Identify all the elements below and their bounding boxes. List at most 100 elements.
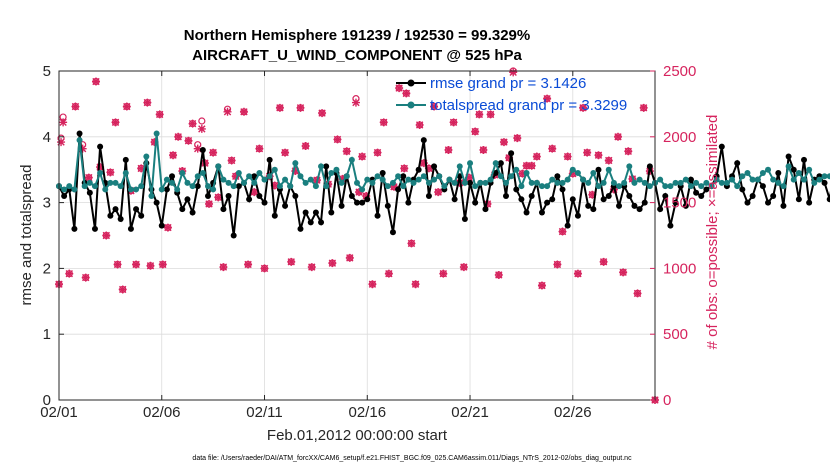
obs-assimilated-marker <box>513 134 522 143</box>
totalspread-point <box>338 179 345 186</box>
totalspread-point <box>456 163 463 170</box>
rmse-point <box>389 229 396 236</box>
totalspread-point <box>395 173 402 180</box>
rmse-point <box>292 193 299 200</box>
rmse-point <box>744 199 751 206</box>
totalspread-point <box>297 173 304 180</box>
rmse-point <box>759 183 766 190</box>
obs-assimilated-marker <box>184 136 193 145</box>
totalspread-point <box>287 183 294 190</box>
x-tick-label: 02/01 <box>40 404 78 421</box>
rmse-point <box>456 173 463 180</box>
y2-axis-ticks: 0 500 1000 1500 2000 2500 <box>650 63 696 409</box>
totalspread-point <box>723 179 730 186</box>
totalspread-point <box>86 179 93 186</box>
obs-assimilated-marker <box>471 127 480 136</box>
obs-assimilated-marker <box>518 169 527 178</box>
obs-assimilated-marker <box>113 260 122 269</box>
rmse-point <box>826 196 830 203</box>
rmse-point <box>420 137 427 144</box>
obs-assimilated-marker <box>239 107 248 116</box>
rmse-point <box>467 179 474 186</box>
obs-assimilated-marker <box>395 84 404 93</box>
obs-assimilated-marker <box>345 253 354 262</box>
totalspread-point <box>682 176 689 183</box>
obs-assimilated-marker <box>287 257 296 266</box>
rmse-point <box>153 199 160 206</box>
obs-assimilated-marker <box>291 167 300 176</box>
rmse-point <box>503 193 509 200</box>
totalspread-point <box>215 163 222 170</box>
obs-assimilated-marker <box>193 144 202 153</box>
rmse-point <box>806 199 813 206</box>
totalspread-point <box>143 153 150 160</box>
totalspread-point <box>384 183 391 190</box>
totalspread-point <box>523 169 530 176</box>
obs-assimilated-marker <box>227 156 236 165</box>
x-tick-label: 02/21 <box>451 404 489 421</box>
totalspread-point <box>538 183 545 190</box>
totalspread-point <box>605 166 612 173</box>
totalspread-legend-marker <box>407 101 415 109</box>
rmse-point <box>508 150 515 157</box>
rmse-point <box>775 169 782 176</box>
totalspread-point <box>662 183 669 190</box>
totalspread-point <box>225 179 232 186</box>
rmse-point <box>472 199 479 206</box>
rmse-point <box>528 193 535 200</box>
totalspread-point <box>71 186 78 193</box>
totalspread-point <box>133 186 140 193</box>
x-tick-label: 02/06 <box>143 404 181 421</box>
obs-assimilated-marker <box>434 188 443 197</box>
rmse-point <box>348 193 355 200</box>
totalspread-point <box>153 130 160 137</box>
y2-tick-label: 2500 <box>663 63 696 80</box>
totalspread-point <box>806 166 813 173</box>
totalspread-point <box>518 183 525 190</box>
rmse-point <box>76 130 83 137</box>
y-tick-label: 2 <box>43 260 51 277</box>
obs-assimilated-marker <box>494 270 503 279</box>
rmse-point <box>256 193 263 200</box>
totalspread-point <box>621 179 628 186</box>
obs-assimilated-marker <box>459 263 468 272</box>
obs-assimilated-marker <box>333 135 342 144</box>
rmse-point <box>497 160 504 167</box>
rmse-point <box>538 209 545 216</box>
obs-assimilated-marker <box>384 269 393 278</box>
totalspread-point <box>169 179 176 186</box>
rmse-point <box>158 222 165 229</box>
rmse-point <box>230 232 237 239</box>
rmse-point <box>246 196 253 203</box>
rmse-point <box>734 160 741 167</box>
totalspread-point <box>359 186 366 193</box>
totalspread-point <box>708 183 715 190</box>
totalspread-point <box>189 183 196 190</box>
totalspread-point <box>364 176 371 183</box>
totalspread-point <box>631 179 638 186</box>
rmse-point <box>636 206 643 213</box>
plot-frame <box>58 70 656 401</box>
totalspread-point <box>687 183 694 190</box>
obs-assimilated-marker <box>579 103 588 112</box>
obs-assimilated-marker <box>486 110 495 119</box>
totalspread-point <box>158 186 165 193</box>
totalspread-point <box>400 183 407 190</box>
obs-assimilated-marker <box>373 148 382 157</box>
totalspread-point <box>246 173 253 180</box>
obs-assimilated-marker <box>499 138 508 147</box>
totalspread-legend-label: totalspread grand pr = 3.3299 <box>430 97 627 114</box>
obs-assimilated-marker <box>614 132 623 141</box>
rmse-point <box>117 216 124 223</box>
rmse-point <box>461 216 468 223</box>
obs-assimilated-marker <box>465 173 474 182</box>
rmse-point <box>554 173 561 180</box>
totalspread-point <box>826 173 830 180</box>
obs-assimilated-marker <box>146 261 155 270</box>
obs-assimilated-marker <box>301 142 310 151</box>
obs-assimilated-marker <box>102 231 111 240</box>
totalspread-point <box>811 179 818 186</box>
totalspread-point <box>446 176 453 183</box>
rmse-point <box>379 169 386 176</box>
totalspread-point <box>122 169 129 176</box>
